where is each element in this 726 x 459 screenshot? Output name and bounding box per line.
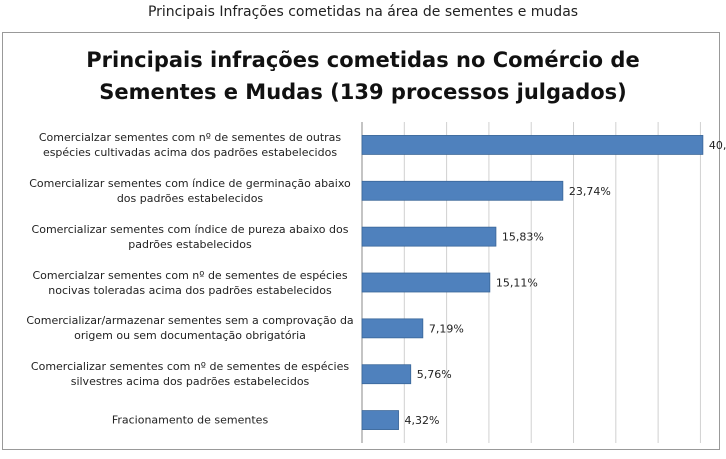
caption: Principais Infrações cometidas na área d… bbox=[147, 4, 579, 20]
chart-frame bbox=[2, 32, 720, 450]
y-tick-label: Fracionamento de sementes bbox=[111, 413, 269, 427]
y-tick-label: Comercializar sementes com nº de semente… bbox=[30, 360, 350, 389]
bar bbox=[361, 410, 399, 430]
value-label: 40,29% bbox=[709, 139, 726, 152]
value-label: 4,32% bbox=[405, 414, 440, 427]
value-label: 15,11% bbox=[496, 277, 538, 290]
bar bbox=[361, 364, 412, 385]
y-tick-label: Comercialzar sementes com nº de sementes… bbox=[32, 268, 348, 297]
value-label: 15,83% bbox=[502, 231, 544, 244]
value-label: 7,19% bbox=[429, 322, 464, 335]
bar bbox=[361, 226, 497, 247]
bar bbox=[361, 180, 564, 201]
bar bbox=[361, 272, 491, 293]
bar bbox=[361, 318, 424, 339]
bar bbox=[361, 135, 704, 155]
y-tick-label: Comercializar/armazenar sementes sem a c… bbox=[26, 314, 354, 343]
y-tick-label: Comercializar sementes com índice de pur… bbox=[31, 222, 349, 251]
chart-title: Principais infrações cometidas no Comérc… bbox=[86, 48, 640, 104]
value-label: 23,74% bbox=[569, 185, 611, 198]
y-tick-label: Comercializar sementes com índice de ger… bbox=[29, 176, 351, 205]
value-label: 5,76% bbox=[417, 368, 452, 381]
y-tick-label: Comercialzar sementes com nº de sementes… bbox=[38, 130, 342, 159]
